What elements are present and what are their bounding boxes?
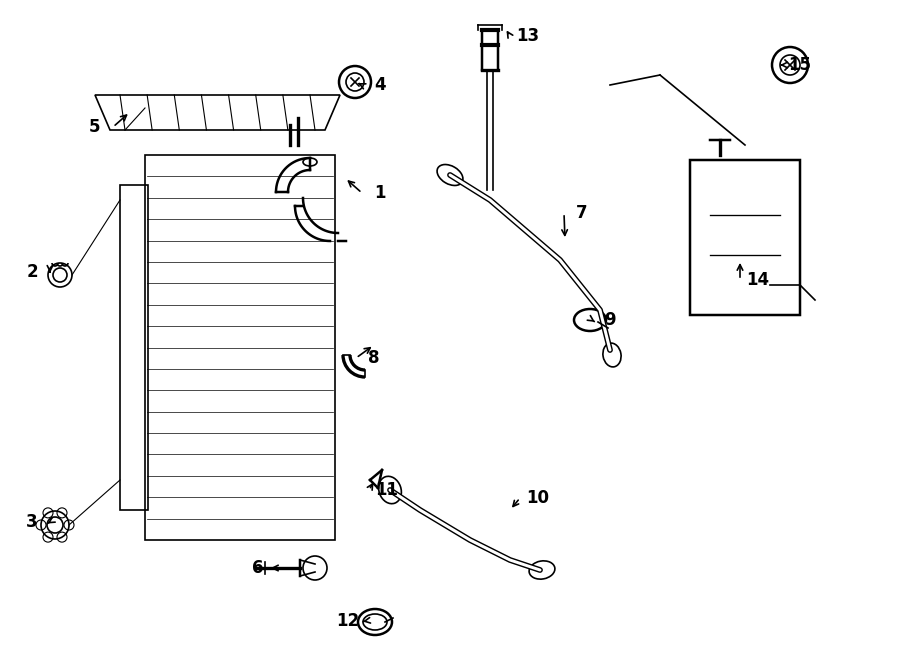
Text: 8: 8: [368, 349, 380, 367]
Text: 4: 4: [374, 76, 386, 94]
Text: 13: 13: [517, 27, 540, 45]
Bar: [690, 160, 800, 315]
Text: 10: 10: [526, 489, 550, 507]
Text: 12: 12: [337, 612, 360, 630]
Bar: [145, 155, 335, 540]
Text: 15: 15: [788, 56, 812, 74]
Text: 14: 14: [746, 271, 769, 289]
Text: 11: 11: [375, 481, 399, 499]
Text: 7: 7: [576, 204, 588, 222]
Text: 6: 6: [252, 559, 264, 577]
Text: 3: 3: [26, 513, 38, 531]
Bar: [120, 185, 148, 510]
Text: 1: 1: [374, 184, 386, 202]
Text: 2: 2: [26, 263, 38, 281]
Text: 5: 5: [89, 118, 101, 136]
Text: 9: 9: [604, 311, 616, 329]
